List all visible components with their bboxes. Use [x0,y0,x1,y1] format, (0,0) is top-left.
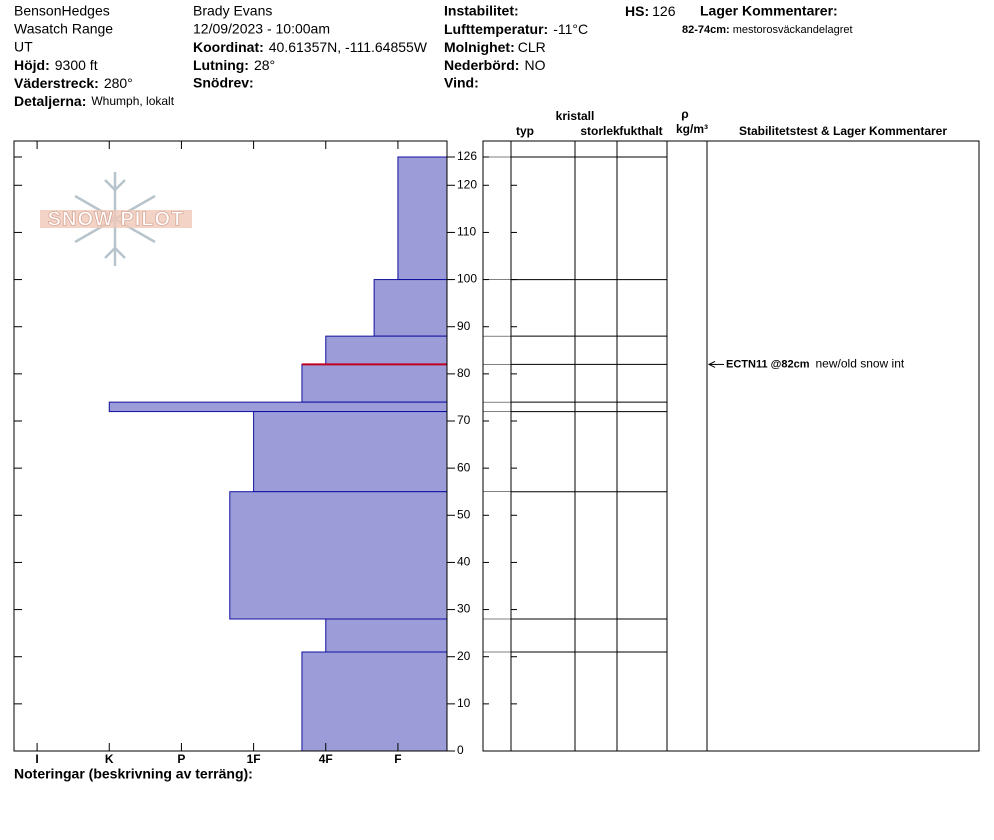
y-tick-label: 40 [457,555,471,569]
aspect: Väderstreck: 280° [14,75,133,91]
layer-bar [229,491,448,620]
column-header: kg/m³ [676,122,708,136]
hs: HS: 126 [625,3,676,19]
elevation: Höjd: 9300 ft [14,57,98,73]
y-tick-label: 0 [457,743,464,757]
plot-frame [13,140,448,752]
table-frame [482,140,980,752]
wind: Vind: [444,75,479,91]
y-tick-label: 70 [457,413,471,427]
y-tick-label: 126 [457,149,477,163]
y-tick-label: 100 [457,272,477,286]
layer-comments-title: Lager Kommentarer: [700,3,838,19]
coordinates: Koordinat: 40.61357N, -111.64855W [193,39,428,55]
layer-bar [397,156,448,281]
column-header: Stabilitetstest & Lager Kommentarer [739,124,947,138]
test-arrowhead [707,360,716,368]
range: Wasatch Range [14,21,113,37]
column-header: kristall [556,109,595,123]
datetime: 12/09/2023 - 10:00am [193,21,330,37]
y-tick-label: 80 [457,366,471,380]
slope: Lutning: 28° [193,57,275,73]
column-header: typ [516,124,534,138]
sky: Molnighet: CLR [444,39,546,55]
x-tick-label: I [35,752,38,766]
header: BensonHedges Wasatch Range UT Höjd: 9300 … [14,3,853,109]
observer: Brady Evans [193,3,272,19]
x-tick-label: 1F [247,752,261,766]
y-tick-label: 110 [457,225,476,239]
precip: Nederbörd: NO [444,57,546,73]
y-tick-label: 30 [457,602,471,616]
logo [40,172,192,266]
wind-loading: Snödrev: [193,75,254,91]
y-tick-label: 60 [457,460,471,474]
y-tick-label: 120 [457,177,477,191]
column-header: ρ [681,107,688,121]
layer-bar [253,411,448,493]
details: Detaljerna: Whumph, lokalt [14,93,175,109]
x-tick-label: 4F [319,752,333,766]
column-header: storlek [580,124,620,138]
y-tick-label: 20 [457,649,471,663]
layer-bar [301,363,448,403]
air-temp: Lufttemperatur: -11°C [444,21,588,37]
logo-text: SNOW PILOT [48,208,185,230]
layer-bar [373,279,448,337]
layer-bar [108,401,448,413]
y-tick-label: 10 [457,696,471,710]
layer-bar [325,335,448,365]
layer-bar [301,651,448,752]
layer-bar [325,618,448,653]
x-tick-label: F [394,752,401,766]
x-tick-label: P [177,752,185,766]
x-tick-label: K [105,752,114,766]
y-tick-label: 50 [457,507,471,521]
y-tick-label: 90 [457,319,471,333]
column-header: fukthalt [619,124,662,138]
test-result: ECTN11 @82cm [726,358,810,370]
instability: Instabilitet: [444,3,519,19]
layer-comment: 82-74cm: mestorosväckandelagret [682,24,853,36]
site: BensonHedges [14,3,110,19]
test-comment: new/old snow int [816,357,905,371]
state: UT [14,39,33,55]
footer: Noteringar (beskrivning av terräng): [14,766,253,782]
